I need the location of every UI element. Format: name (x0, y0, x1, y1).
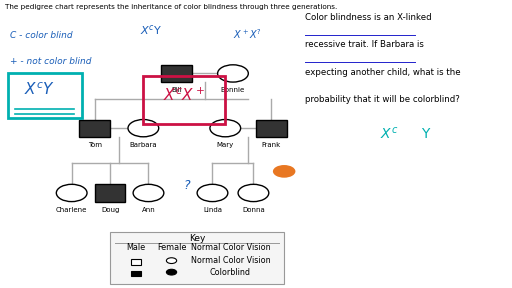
Text: The pedigree chart represents the inheritance of color blindness through three g: The pedigree chart represents the inheri… (5, 4, 337, 10)
Text: $X^cX^+$: $X^cX^+$ (163, 87, 205, 104)
Text: $X^c$Y: $X^c$Y (140, 23, 162, 37)
Text: Key: Key (189, 234, 205, 243)
Text: Ann: Ann (142, 207, 155, 213)
Text: expecting another child, what is the: expecting another child, what is the (305, 68, 460, 77)
Bar (161, 65, 192, 82)
Circle shape (218, 65, 248, 82)
Text: Y: Y (421, 127, 429, 141)
Bar (131, 259, 141, 265)
Text: $X^+X^?$: $X^+X^?$ (233, 28, 262, 41)
Text: Donna: Donna (242, 207, 265, 213)
Text: C - color blind: C - color blind (10, 31, 73, 41)
Text: Normal Color Vision: Normal Color Vision (190, 256, 270, 265)
Text: Charlene: Charlene (56, 207, 88, 213)
Circle shape (166, 258, 177, 264)
Bar (79, 120, 110, 137)
Text: Bill: Bill (172, 87, 182, 93)
Text: recessive trait. If Barbara is: recessive trait. If Barbara is (305, 40, 423, 49)
Text: ?: ? (184, 179, 190, 192)
Text: probability that it will be colorblind?: probability that it will be colorblind? (305, 95, 459, 104)
Bar (95, 184, 125, 202)
Circle shape (56, 184, 87, 202)
Bar (256, 120, 287, 137)
Circle shape (197, 184, 228, 202)
Text: Tom: Tom (88, 142, 102, 148)
Text: Mary: Mary (217, 142, 234, 148)
Circle shape (238, 184, 269, 202)
Text: Male: Male (126, 243, 145, 252)
Text: Barbara: Barbara (130, 142, 157, 148)
Text: $X^c$: $X^c$ (380, 126, 398, 142)
Circle shape (210, 120, 241, 137)
Text: Frank: Frank (262, 142, 281, 148)
Circle shape (166, 269, 177, 275)
Text: Colorblind: Colorblind (210, 268, 251, 277)
Text: Doug: Doug (101, 207, 119, 213)
Circle shape (273, 165, 295, 178)
Text: + - not color blind: + - not color blind (10, 57, 92, 67)
Text: Bonnie: Bonnie (221, 87, 245, 93)
Text: Linda: Linda (203, 207, 222, 213)
Text: Normal Color Vision: Normal Color Vision (190, 243, 270, 252)
Circle shape (128, 120, 159, 137)
Circle shape (133, 184, 164, 202)
Bar (131, 271, 141, 276)
FancyBboxPatch shape (110, 232, 284, 284)
Text: Color blindness is an X-linked: Color blindness is an X-linked (305, 13, 431, 22)
Text: $X^c$Y: $X^c$Y (24, 81, 55, 98)
Text: Female: Female (157, 243, 186, 252)
